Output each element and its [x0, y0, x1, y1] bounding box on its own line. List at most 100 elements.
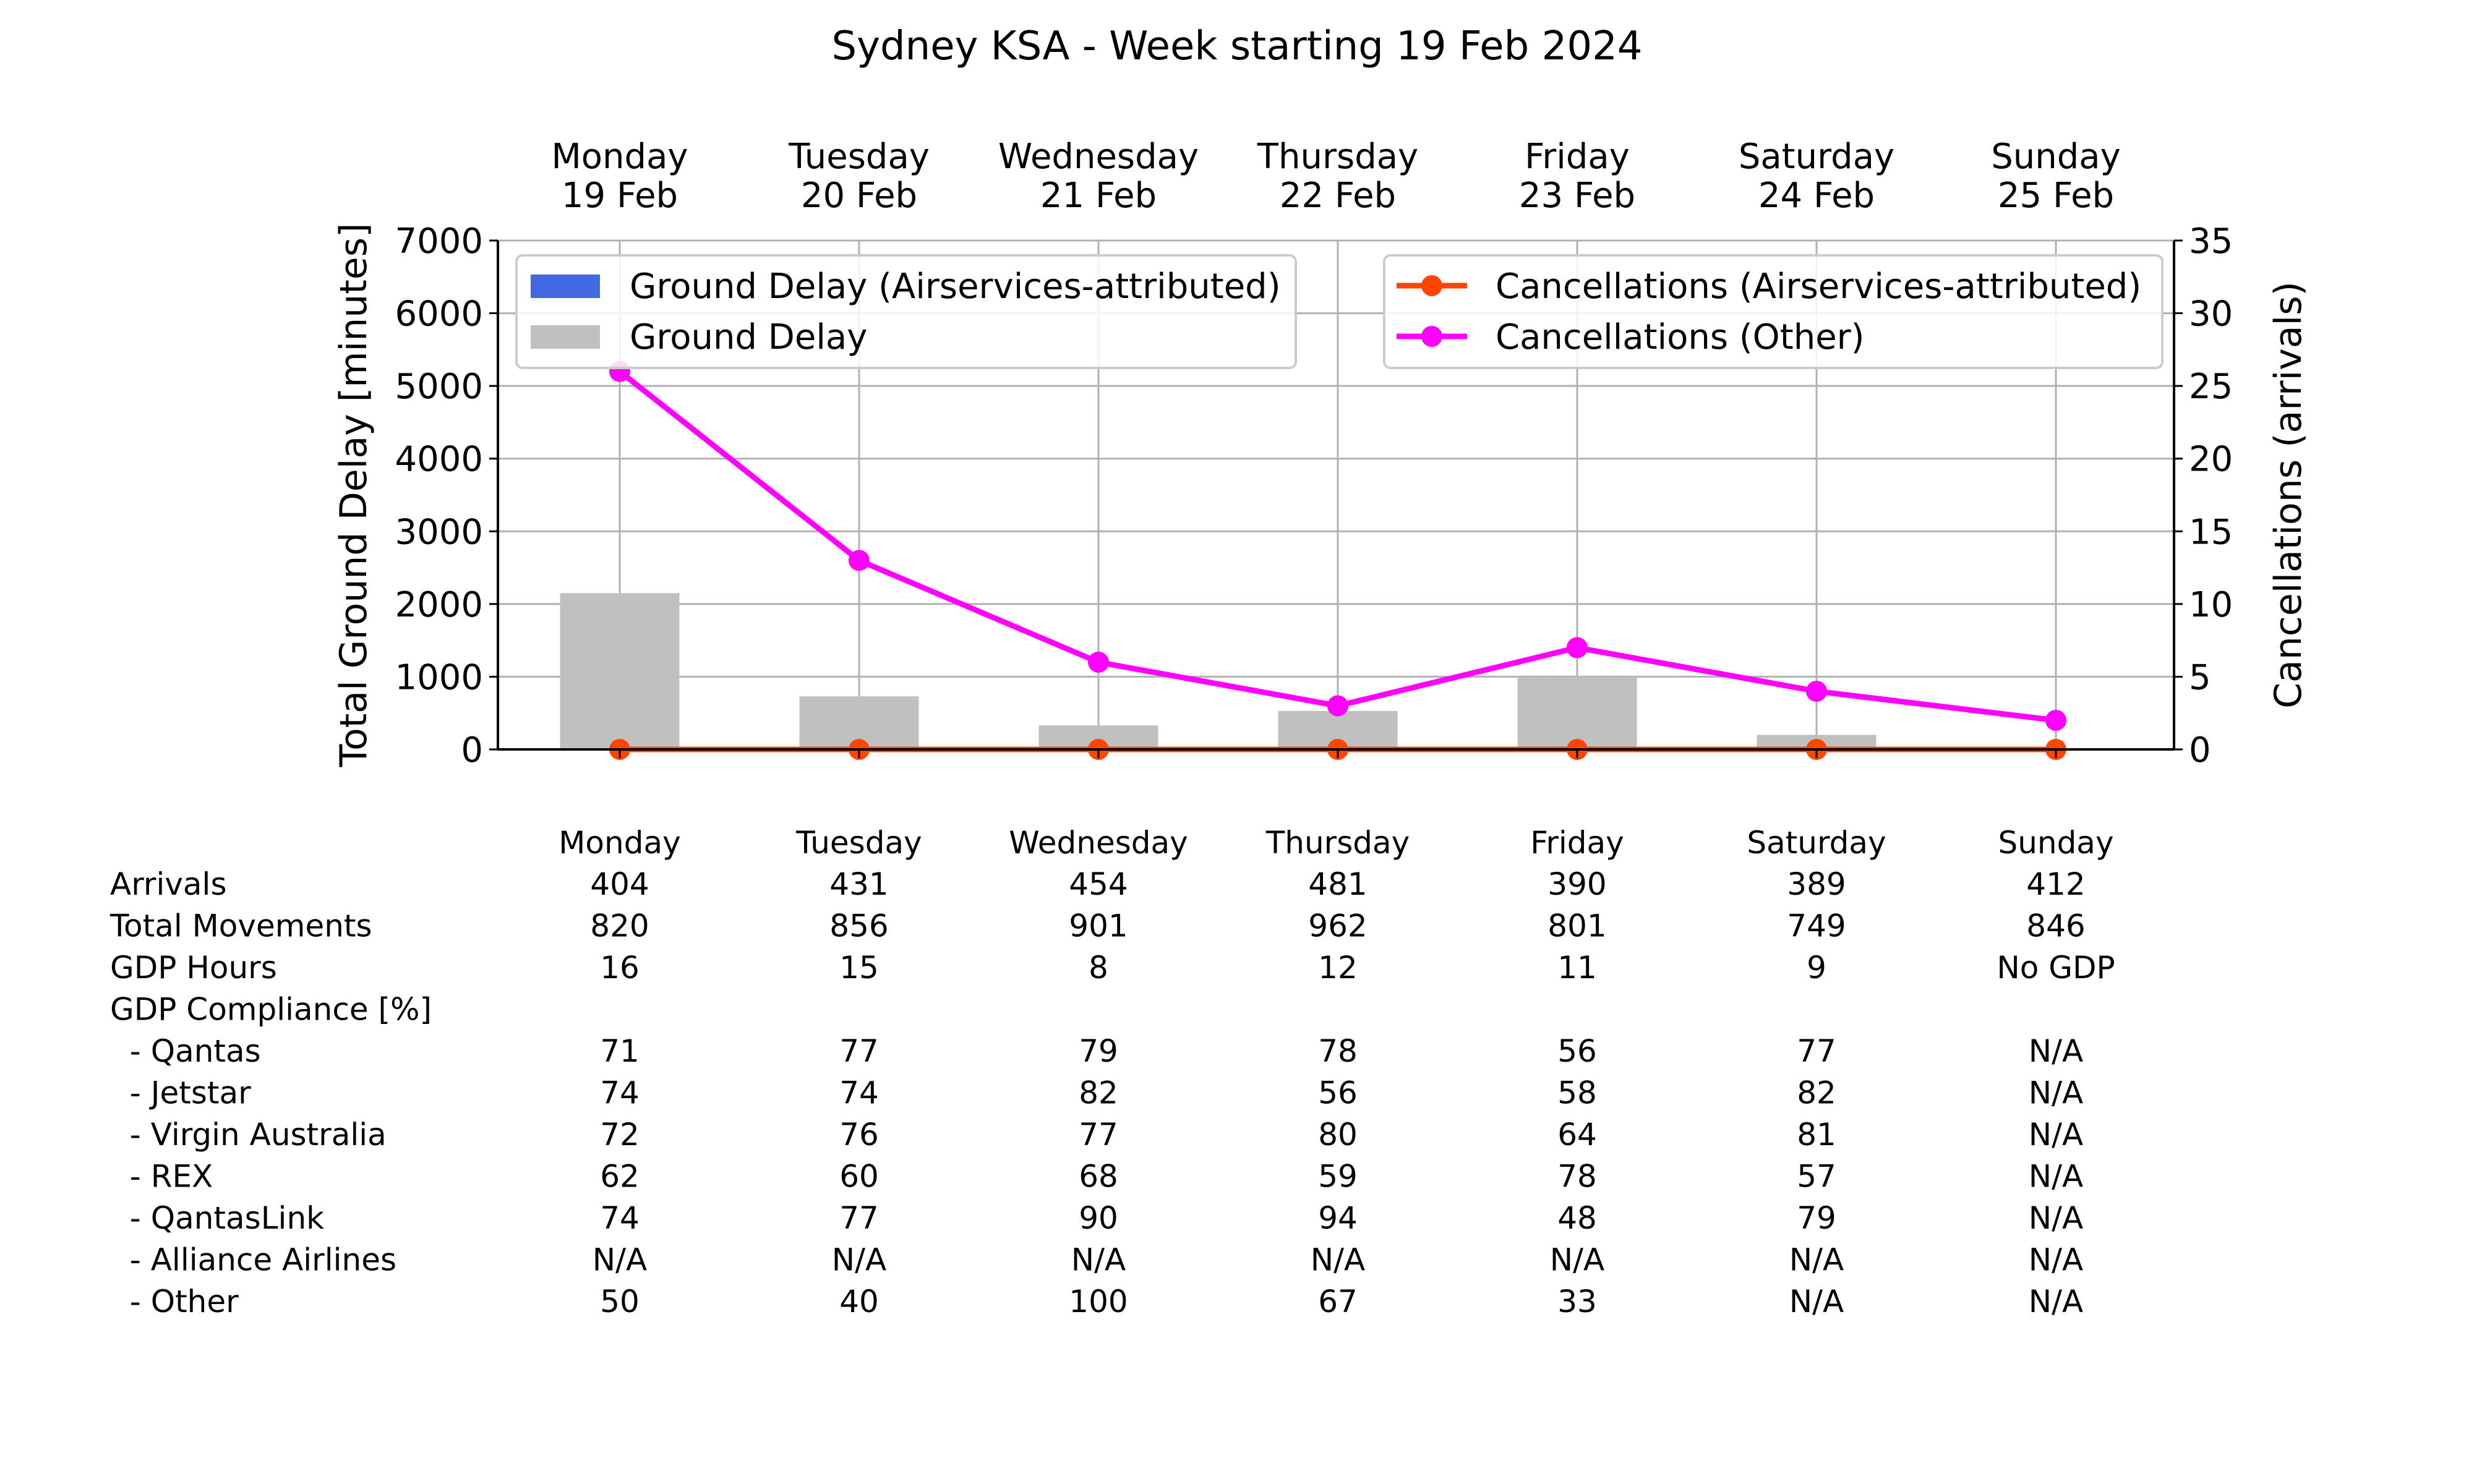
table-row-label: - REX	[110, 1159, 213, 1195]
table-cell: 60	[839, 1159, 879, 1195]
y-right-tick-label: 10	[2189, 585, 2233, 625]
y-right-tick-label: 20	[2189, 440, 2233, 480]
table-cell: N/A	[593, 1242, 647, 1278]
table-header-cell: Monday	[559, 825, 680, 861]
day-label: Thursday	[1257, 137, 1418, 177]
table-cell: 962	[1308, 908, 1367, 944]
table-cell: 412	[2026, 866, 2085, 902]
table-cell: N/A	[1789, 1242, 1844, 1278]
table-cell: 62	[600, 1159, 640, 1195]
table-cell: 77	[839, 1033, 879, 1069]
date-label: 21 Feb	[1040, 176, 1157, 216]
day-label: Monday	[551, 137, 688, 177]
table-header-cell: Wednesday	[1009, 825, 1188, 861]
table-row-label: - Qantas	[110, 1033, 261, 1069]
table-cell: 820	[590, 908, 649, 944]
table-row-label: GDP Compliance [%]	[110, 992, 432, 1028]
table-cell: 79	[1797, 1200, 1836, 1236]
y-left-tick-label: 5000	[395, 367, 483, 407]
legend-right: Cancellations (Airservices-attributed) Ca…	[1383, 254, 2164, 369]
table-row-label: Total Movements	[109, 908, 372, 944]
axes: 0 1000 2000 3000 4000 5000 6000 7000 0 5 10 15 20 25 3…	[332, 137, 2310, 770]
y-right-tick-label: 35	[2189, 221, 2233, 262]
day-label: Tuesday	[788, 137, 930, 177]
y-left-tick-label: 0	[461, 730, 483, 770]
date-label: 24 Feb	[1758, 176, 1875, 216]
legend-marker	[1421, 275, 1442, 296]
table-cell: 71	[600, 1033, 640, 1069]
table-cell: 100	[1069, 1284, 1128, 1320]
table-cell: 76	[839, 1117, 879, 1153]
table-cell: N/A	[2029, 1284, 2083, 1320]
table-cell: 74	[600, 1200, 640, 1236]
table-header-cell: Saturday	[1747, 825, 1886, 861]
table-cell: 749	[1787, 908, 1846, 944]
date-label: 25 Feb	[1998, 176, 2114, 216]
date-label: 20 Feb	[801, 176, 917, 216]
table-cell: N/A	[2029, 1200, 2083, 1236]
data-point	[1088, 651, 1109, 673]
table-cell: 78	[1557, 1159, 1597, 1195]
table-header-cell: Thursday	[1265, 825, 1410, 861]
y-left-tick-label: 3000	[395, 512, 483, 552]
data-point	[1806, 680, 1827, 702]
table-cell: 74	[600, 1075, 640, 1111]
table-cell: 78	[1318, 1033, 1358, 1069]
legend-swatch	[531, 325, 600, 349]
table-cell: N/A	[1311, 1242, 1365, 1278]
legend-label: Cancellations (Other)	[1496, 317, 1865, 357]
date-label: 19 Feb	[562, 176, 678, 216]
table-cell: 846	[2026, 908, 2085, 944]
legend-label: Ground Delay	[630, 317, 867, 357]
y-left-tick-label: 4000	[395, 440, 483, 480]
table-cell: N/A	[2029, 1242, 2083, 1278]
table-header-cell: Sunday	[1998, 825, 2113, 861]
table-cell: 74	[839, 1075, 879, 1111]
table-cell: 33	[1557, 1284, 1597, 1320]
table-cell: N/A	[1789, 1284, 1844, 1320]
table-cell: 48	[1557, 1200, 1597, 1236]
table-cell: N/A	[1550, 1242, 1604, 1278]
y-left-tick-label: 1000	[395, 657, 483, 697]
table-cell: 431	[829, 866, 888, 902]
table-cell: 8	[1089, 950, 1108, 986]
table-row-label: - Other	[110, 1284, 239, 1320]
legend-left: Ground Delay (Airservices-attributed) Gro…	[515, 254, 1297, 369]
y-left-tick-label: 7000	[395, 221, 483, 262]
data-point	[1567, 637, 1588, 659]
table-cell: 15	[839, 950, 879, 986]
table-cell: 901	[1069, 908, 1128, 944]
table-header-cell: Friday	[1530, 825, 1624, 861]
table-cell: 57	[1797, 1159, 1836, 1195]
table-cell: 40	[839, 1284, 879, 1320]
table-cell: 80	[1318, 1117, 1358, 1153]
table-cell: 68	[1079, 1159, 1118, 1195]
day-label: Saturday	[1739, 137, 1894, 177]
table-row-label: - Alliance Airlines	[110, 1242, 396, 1278]
table-cell: 11	[1557, 950, 1597, 986]
table-cell: 856	[829, 908, 888, 944]
table-row-label: Arrivals	[110, 866, 227, 902]
table-cell: 64	[1557, 1117, 1597, 1153]
bar	[1517, 676, 1637, 749]
table-header-cell: Tuesday	[795, 825, 922, 861]
table-cell: 390	[1547, 866, 1606, 902]
y-right-axis-label: Cancellations (arrivals)	[2267, 281, 2310, 709]
legend-label: Cancellations (Airservices-attributed)	[1496, 267, 2141, 307]
data-point	[2045, 709, 2066, 731]
table-cell: 94	[1318, 1200, 1358, 1236]
legend-swatch	[531, 275, 600, 298]
table-row-label: - Virgin Australia	[110, 1117, 387, 1153]
table-cell: 50	[600, 1284, 640, 1320]
table-cell: N/A	[2029, 1033, 2083, 1069]
y-left-tick-label: 6000	[395, 294, 483, 335]
table-cell: 59	[1318, 1159, 1358, 1195]
table-cell: 56	[1557, 1033, 1597, 1069]
stats-table: Monday Tuesday Wednesday Thursday Friday Satu…	[109, 825, 2115, 1320]
legend-marker	[1421, 326, 1442, 347]
bar	[560, 593, 680, 749]
y-left-tick-label: 2000	[395, 585, 483, 625]
y-right-tick-label: 30	[2189, 294, 2233, 335]
table-cell: N/A	[2029, 1159, 2083, 1195]
